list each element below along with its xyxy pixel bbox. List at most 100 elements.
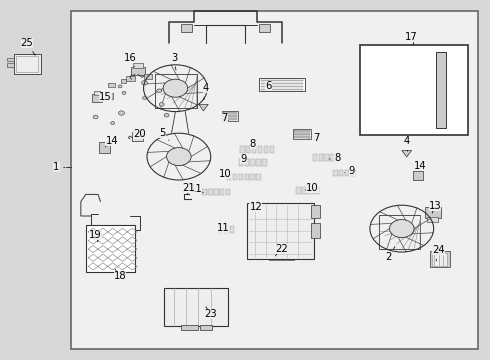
Circle shape: [167, 148, 191, 166]
Circle shape: [142, 81, 147, 85]
Bar: [131, 67, 145, 75]
Text: 9: 9: [344, 166, 355, 176]
Bar: [314, 187, 319, 194]
Bar: [247, 203, 314, 259]
Bar: [430, 251, 450, 267]
Text: 1: 1: [53, 162, 65, 172]
Bar: [240, 146, 245, 153]
Bar: [302, 187, 307, 194]
Bar: [258, 146, 262, 153]
Polygon shape: [277, 253, 285, 260]
Bar: [261, 86, 303, 87]
Bar: [14, 54, 41, 74]
Text: 21: 21: [182, 183, 195, 194]
Bar: [223, 112, 237, 114]
Text: 11: 11: [217, 222, 229, 233]
Text: 25: 25: [21, 38, 35, 55]
Bar: [318, 154, 323, 161]
Bar: [105, 93, 113, 99]
Circle shape: [93, 115, 98, 119]
Text: 8: 8: [329, 153, 340, 163]
Bar: [427, 217, 438, 222]
Bar: [294, 130, 310, 132]
Bar: [144, 74, 152, 79]
Bar: [181, 24, 192, 32]
Bar: [208, 189, 213, 195]
Text: 14: 14: [105, 136, 118, 147]
Text: 13: 13: [429, 201, 441, 213]
Bar: [311, 205, 320, 218]
Bar: [245, 174, 249, 180]
Bar: [247, 206, 257, 213]
Bar: [293, 129, 311, 139]
Bar: [132, 132, 143, 141]
Bar: [164, 288, 228, 326]
Bar: [270, 146, 274, 153]
Text: 10: 10: [305, 183, 319, 193]
Bar: [233, 174, 237, 180]
Polygon shape: [269, 253, 276, 260]
Polygon shape: [286, 253, 294, 260]
Text: 18: 18: [114, 269, 126, 282]
Bar: [7, 63, 14, 67]
Text: 23: 23: [204, 307, 217, 319]
Bar: [259, 78, 305, 91]
Bar: [436, 52, 446, 128]
Text: 7: 7: [221, 113, 228, 123]
Text: 22: 22: [275, 244, 288, 256]
Bar: [121, 79, 126, 83]
Bar: [200, 325, 212, 330]
Text: 14: 14: [414, 161, 427, 171]
Bar: [262, 159, 267, 166]
Text: 10: 10: [219, 169, 232, 179]
Bar: [218, 226, 222, 233]
Bar: [152, 116, 201, 141]
Circle shape: [119, 111, 124, 115]
Bar: [220, 189, 224, 195]
Bar: [250, 159, 255, 166]
Text: 12: 12: [249, 202, 262, 212]
Bar: [252, 146, 256, 153]
Text: 20: 20: [133, 129, 146, 139]
Bar: [202, 189, 207, 195]
Bar: [214, 189, 219, 195]
Bar: [413, 171, 423, 180]
Circle shape: [164, 113, 169, 117]
Text: 9: 9: [240, 154, 247, 164]
Bar: [264, 146, 268, 153]
Polygon shape: [199, 104, 208, 111]
Bar: [311, 223, 320, 238]
Bar: [261, 80, 303, 81]
Text: 19: 19: [89, 230, 102, 242]
Text: 7: 7: [309, 132, 319, 143]
Circle shape: [122, 91, 126, 94]
Bar: [133, 63, 143, 68]
Bar: [126, 76, 135, 81]
Bar: [294, 133, 310, 135]
Bar: [94, 91, 100, 95]
Circle shape: [118, 85, 122, 88]
Bar: [7, 58, 14, 61]
Bar: [223, 118, 237, 120]
Bar: [333, 170, 338, 176]
Text: 6: 6: [265, 81, 272, 91]
Text: 15: 15: [99, 92, 112, 102]
Circle shape: [159, 103, 164, 106]
Bar: [256, 159, 261, 166]
Bar: [294, 136, 310, 138]
Text: 24: 24: [432, 245, 445, 261]
Circle shape: [390, 220, 414, 238]
Bar: [425, 207, 441, 218]
Bar: [246, 146, 250, 153]
Text: 16: 16: [123, 53, 136, 67]
Bar: [379, 215, 420, 249]
Bar: [432, 253, 447, 266]
Bar: [230, 226, 234, 233]
Bar: [226, 189, 230, 195]
Text: 2: 2: [385, 247, 395, 262]
Bar: [339, 170, 343, 176]
Bar: [330, 154, 335, 161]
Bar: [239, 174, 243, 180]
Bar: [345, 170, 349, 176]
Bar: [351, 170, 355, 176]
